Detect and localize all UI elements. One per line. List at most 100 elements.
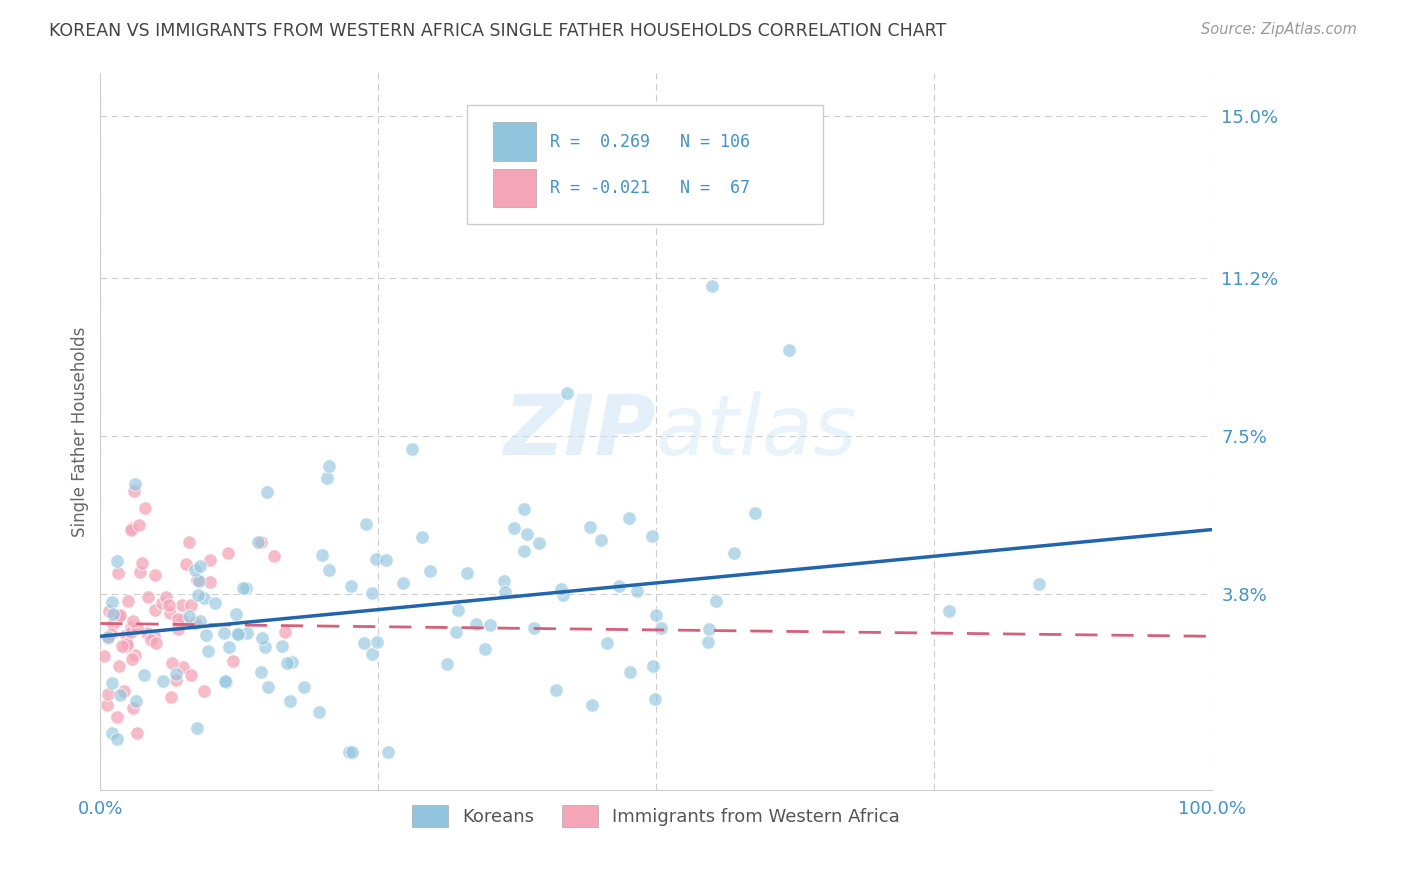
Point — [222, 654, 245, 668]
Point — [529, 536, 551, 550]
Point — [122, 484, 145, 499]
Point — [117, 593, 139, 607]
Point — [218, 640, 240, 655]
Point — [235, 625, 257, 640]
Point — [228, 627, 250, 641]
Point — [122, 615, 145, 629]
Point — [419, 564, 441, 578]
Point — [364, 552, 387, 566]
Point — [271, 639, 294, 653]
Point — [595, 636, 617, 650]
Point — [186, 722, 208, 736]
Point — [723, 546, 745, 560]
Point — [246, 535, 269, 549]
Point — [107, 659, 129, 673]
FancyBboxPatch shape — [492, 122, 536, 161]
Point — [544, 683, 567, 698]
Point — [252, 632, 274, 646]
Point — [225, 626, 247, 640]
Point — [125, 621, 148, 635]
Point — [744, 506, 766, 520]
Point — [121, 521, 143, 535]
Point — [198, 553, 221, 567]
Point — [361, 648, 384, 662]
Point — [591, 533, 613, 548]
Point — [172, 613, 194, 627]
Point — [107, 566, 129, 581]
Text: KOREAN VS IMMIGRANTS FROM WESTERN AFRICA SINGLE FATHER HOUSEHOLDS CORRELATION CH: KOREAN VS IMMIGRANTS FROM WESTERN AFRICA… — [49, 22, 946, 40]
Point — [190, 615, 212, 629]
Point — [193, 591, 215, 605]
Point — [180, 668, 202, 682]
Point — [120, 625, 142, 640]
Point — [249, 665, 271, 679]
Point — [193, 684, 215, 698]
Text: atlas: atlas — [657, 391, 858, 472]
Point — [174, 557, 197, 571]
Point — [523, 621, 546, 635]
Point — [143, 567, 166, 582]
Point — [159, 606, 181, 620]
Point — [494, 584, 516, 599]
Point — [479, 617, 502, 632]
Point — [128, 518, 150, 533]
Point — [114, 640, 136, 654]
Point — [644, 608, 666, 623]
Point — [513, 544, 536, 558]
Point — [101, 607, 124, 621]
Point — [159, 690, 181, 704]
Point — [318, 563, 340, 577]
Point — [447, 603, 470, 617]
Point — [318, 458, 340, 473]
Point — [97, 687, 120, 701]
Point — [697, 622, 720, 636]
Point — [143, 603, 166, 617]
Point — [225, 607, 247, 621]
Point — [617, 511, 640, 525]
Point — [162, 656, 184, 670]
Point — [513, 502, 536, 516]
Point — [516, 526, 538, 541]
Point — [152, 674, 174, 689]
Point — [96, 698, 118, 712]
Point — [217, 546, 239, 560]
Point — [411, 530, 433, 544]
Point — [641, 529, 664, 543]
Point — [188, 574, 211, 589]
Point — [108, 608, 131, 623]
Point — [170, 598, 193, 612]
Point — [127, 726, 149, 740]
FancyBboxPatch shape — [467, 105, 823, 224]
Text: R = -0.021   N =  67: R = -0.021 N = 67 — [550, 179, 751, 197]
Point — [607, 579, 630, 593]
Point — [132, 668, 155, 682]
Point — [697, 634, 720, 648]
Point — [315, 471, 337, 485]
Point — [644, 692, 666, 706]
Point — [167, 612, 190, 626]
Point — [311, 549, 333, 563]
Point — [256, 485, 278, 500]
Point — [179, 535, 201, 549]
Point — [253, 640, 276, 654]
Point — [778, 343, 800, 358]
Point — [131, 556, 153, 570]
Point — [276, 656, 298, 670]
Point — [111, 640, 134, 654]
Point — [172, 660, 194, 674]
Point — [250, 535, 273, 549]
Point — [308, 706, 330, 720]
Point — [101, 595, 124, 609]
Point — [112, 683, 135, 698]
Point — [108, 688, 131, 702]
Point — [392, 576, 415, 591]
Point — [145, 636, 167, 650]
Point — [125, 694, 148, 708]
Point — [105, 732, 128, 747]
Point — [101, 617, 124, 632]
Text: R =  0.269   N = 106: R = 0.269 N = 106 — [550, 133, 751, 151]
Point — [938, 604, 960, 618]
Point — [98, 604, 121, 618]
Point — [342, 744, 364, 758]
Point — [121, 651, 143, 665]
